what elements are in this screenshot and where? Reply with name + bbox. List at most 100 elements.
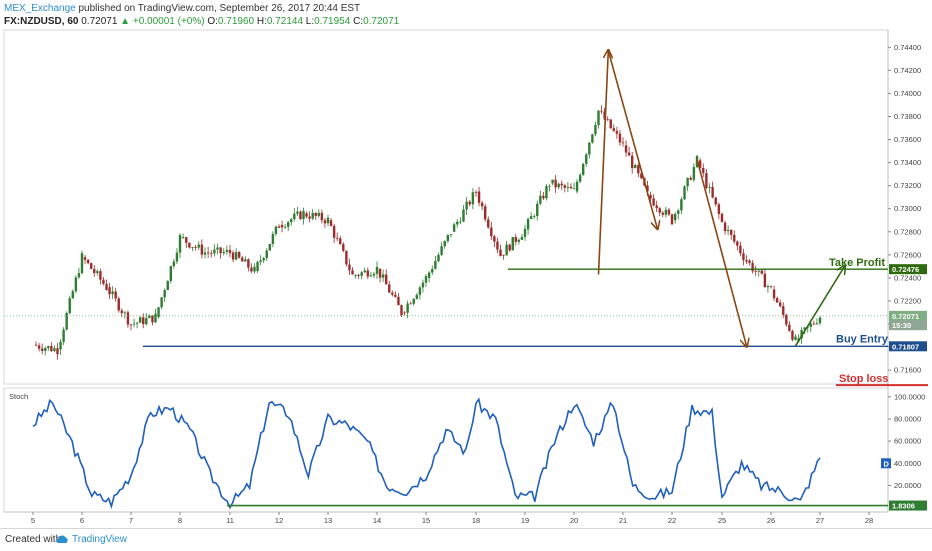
tradingview-logo[interactable]: TradingView [72, 534, 128, 545]
price-tag-box [889, 310, 927, 321]
open-value: 0.71960 [217, 16, 255, 27]
candle-body [120, 310, 124, 314]
candle-body [581, 163, 585, 175]
candle-body [47, 346, 50, 349]
y-tick-label: 0.72800 [894, 227, 921, 236]
candle-body [603, 111, 606, 120]
candle-body [357, 275, 360, 276]
candle-body [434, 261, 437, 269]
price-tag-text: 15:30 [892, 321, 911, 330]
candle-body [391, 292, 394, 295]
candle-body [360, 272, 363, 276]
candle-body [496, 241, 499, 250]
take-profit-arrow [794, 266, 845, 347]
candle-body [172, 261, 176, 267]
candle-body [702, 167, 705, 174]
candle-body [667, 209, 671, 215]
candle-body [760, 270, 764, 274]
buy-entry-tag-text: 0.71807 [892, 342, 919, 351]
candle-body [745, 260, 748, 262]
candle-body [437, 254, 440, 262]
candle-body [216, 247, 219, 250]
candle-body [566, 186, 570, 188]
candle-body [237, 252, 241, 258]
candle-body [203, 252, 207, 255]
candle-body [80, 253, 84, 274]
trend-arrow [607, 50, 657, 229]
candle-body [630, 155, 634, 169]
candle-body [403, 312, 406, 314]
candle-body [692, 166, 696, 180]
candle-body [468, 201, 471, 205]
candle-body [736, 241, 739, 246]
candle-body [670, 214, 674, 225]
candle-body [384, 274, 388, 285]
candle-body [277, 226, 281, 228]
candle-body [259, 260, 262, 262]
symbol-label: FX:NZDUSD, 60 [4, 16, 79, 27]
candle-body [772, 289, 776, 299]
candle-body [191, 247, 194, 248]
x-tick-label: 13 [324, 516, 332, 525]
x-tick-label: 8 [178, 516, 182, 525]
candle-body [44, 348, 47, 351]
candle-body [34, 344, 38, 346]
chart-header: MEX_Exchange published on TradingView.co… [4, 2, 884, 28]
candle-body [708, 186, 711, 188]
stoch-last-tag-text: D [884, 459, 890, 468]
candle-body [348, 264, 351, 271]
candle-body [378, 268, 382, 278]
candle-body [412, 298, 415, 304]
stoch-title: Stoch [9, 392, 28, 401]
candle-body [102, 279, 105, 284]
candle-body [228, 249, 232, 254]
candle-body [471, 192, 475, 205]
published-text: published on TradingView.com, September … [78, 3, 361, 14]
candle-body [354, 275, 357, 276]
candle-body [465, 201, 468, 210]
x-tick-label: 11 [226, 516, 234, 525]
candle-body [588, 142, 591, 155]
candle-body [456, 221, 459, 225]
candle-body [763, 273, 767, 288]
candle-body [160, 297, 163, 308]
stoch-level-tag-text: 1.8306 [892, 502, 915, 511]
candle-body [748, 260, 751, 263]
candle-body [163, 290, 166, 298]
take-profit-tag-text: 0.72476 [892, 265, 919, 274]
close-value: 0.72071 [363, 16, 400, 27]
candle-body [317, 212, 321, 216]
footer: Created with TradingView [0, 528, 932, 551]
candle-body [268, 243, 272, 251]
candle-body [274, 226, 278, 234]
candle-body [557, 183, 560, 188]
author-link[interactable]: MEX_Exchange [4, 3, 76, 14]
created-with-text: Created with [5, 534, 62, 545]
candle-body [375, 266, 379, 274]
x-tick-label: 22 [668, 516, 676, 525]
candle-body [505, 244, 508, 256]
candle-body [231, 252, 235, 260]
x-tick-label: 6 [80, 516, 84, 525]
candle-body [536, 203, 539, 217]
candle-body [290, 219, 293, 223]
candle-body [621, 142, 625, 144]
candle-body [394, 294, 397, 297]
candle-body [655, 205, 658, 209]
candle-body [244, 259, 247, 262]
candle-body [800, 329, 803, 339]
candle-body [723, 222, 727, 232]
candle-body [520, 236, 524, 240]
candle-body [308, 216, 311, 219]
y-tick-label: 0.74400 [894, 43, 921, 52]
candle-body [262, 258, 265, 261]
candle-body [431, 268, 434, 273]
candle-body [569, 186, 573, 189]
candle-body [197, 244, 200, 248]
candle-body [446, 234, 450, 241]
candle-body [563, 185, 567, 188]
x-tick-label: 28 [865, 516, 873, 525]
candle-body [658, 208, 661, 213]
candle-body [93, 268, 96, 274]
candle-body [117, 298, 120, 311]
